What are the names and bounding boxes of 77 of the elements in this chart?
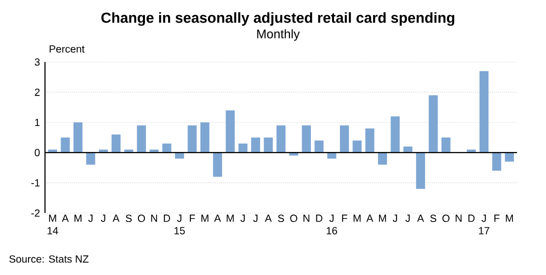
x-tick-label: M (379, 214, 386, 222)
chart-title: Change in seasonally adjusted retail card spending (101, 12, 454, 26)
bar (136, 125, 146, 153)
chart-subtitle: Monthly (257, 29, 300, 41)
x-tick-label: A (366, 214, 374, 222)
y-tick-label: -2 (31, 209, 40, 217)
x-tick-label: J (253, 214, 258, 222)
x-tick-label: M 14 (48, 214, 58, 234)
x-tick-label: M (201, 214, 208, 222)
bar (403, 146, 412, 153)
y-axis-title: Percent (50, 45, 85, 53)
x-tick-label: J 16 (326, 214, 338, 234)
x-tick-label: O (442, 214, 450, 222)
x-tick-label: N (151, 214, 158, 222)
x-tick-label: J (405, 214, 410, 222)
bar (428, 95, 438, 153)
bar (200, 122, 210, 153)
x-tick-label: A (214, 214, 221, 222)
bar (188, 125, 197, 153)
y-tick-label: 1 (35, 118, 40, 126)
bar (302, 125, 311, 153)
x-tick-label: J (100, 214, 106, 222)
bar (162, 144, 172, 153)
x-tick-label: F (190, 214, 195, 222)
bar (314, 140, 324, 153)
x-tick-label: J (88, 214, 93, 222)
bar (480, 71, 489, 153)
x-tick-label: O (290, 214, 298, 222)
bar (264, 138, 273, 153)
x-tick-label: O (138, 214, 145, 222)
x-tick-label: M (226, 214, 234, 222)
bar (251, 138, 260, 153)
bar (213, 152, 222, 177)
x-tick-label: S (278, 214, 284, 222)
bar (340, 125, 349, 153)
bar (504, 152, 514, 162)
bar (112, 134, 121, 153)
bar (492, 152, 502, 171)
x-tick-label: M (506, 214, 513, 222)
x-tick-label: N (303, 214, 310, 222)
x-tick-label: D (164, 214, 170, 222)
bar (365, 128, 374, 153)
x-tick-label: A (264, 214, 272, 222)
x-tick-label: A (417, 214, 424, 222)
source-note: Source: Stats NZ (9, 255, 89, 263)
bar (238, 144, 248, 153)
bar (416, 152, 426, 189)
bar (378, 152, 388, 165)
bar (226, 110, 235, 153)
bar (276, 125, 286, 153)
x-tick-label: F (342, 214, 348, 222)
bar (352, 140, 362, 153)
x-tick-label: M (74, 214, 82, 222)
x-tick-label: J (392, 214, 398, 222)
x-tick-label: D (316, 214, 322, 222)
x-tick-label: A (62, 214, 69, 222)
bar (86, 152, 96, 165)
x-tick-label: J 17 (479, 214, 490, 234)
x-tick-label: J (240, 214, 245, 222)
y-tick-label: -1 (31, 179, 40, 186)
y-tick-label: 2 (34, 88, 40, 96)
bar (441, 138, 450, 153)
y-tick-label: 3 (34, 58, 40, 66)
bar (60, 138, 70, 153)
x-tick-label: D (468, 214, 475, 222)
x-tick-label: A (112, 214, 120, 222)
x-tick-label: J 15 (174, 214, 185, 234)
x-tick-label: M (354, 214, 361, 222)
x-tick-label: F (494, 214, 500, 222)
x-tick-label: S (126, 214, 132, 222)
bar (390, 116, 400, 153)
y-tick-label: 0 (34, 148, 40, 156)
bar (73, 122, 82, 153)
x-tick-label: S (430, 214, 436, 222)
bar (174, 152, 184, 159)
bar (327, 152, 336, 159)
x-tick-label: N (456, 214, 462, 222)
